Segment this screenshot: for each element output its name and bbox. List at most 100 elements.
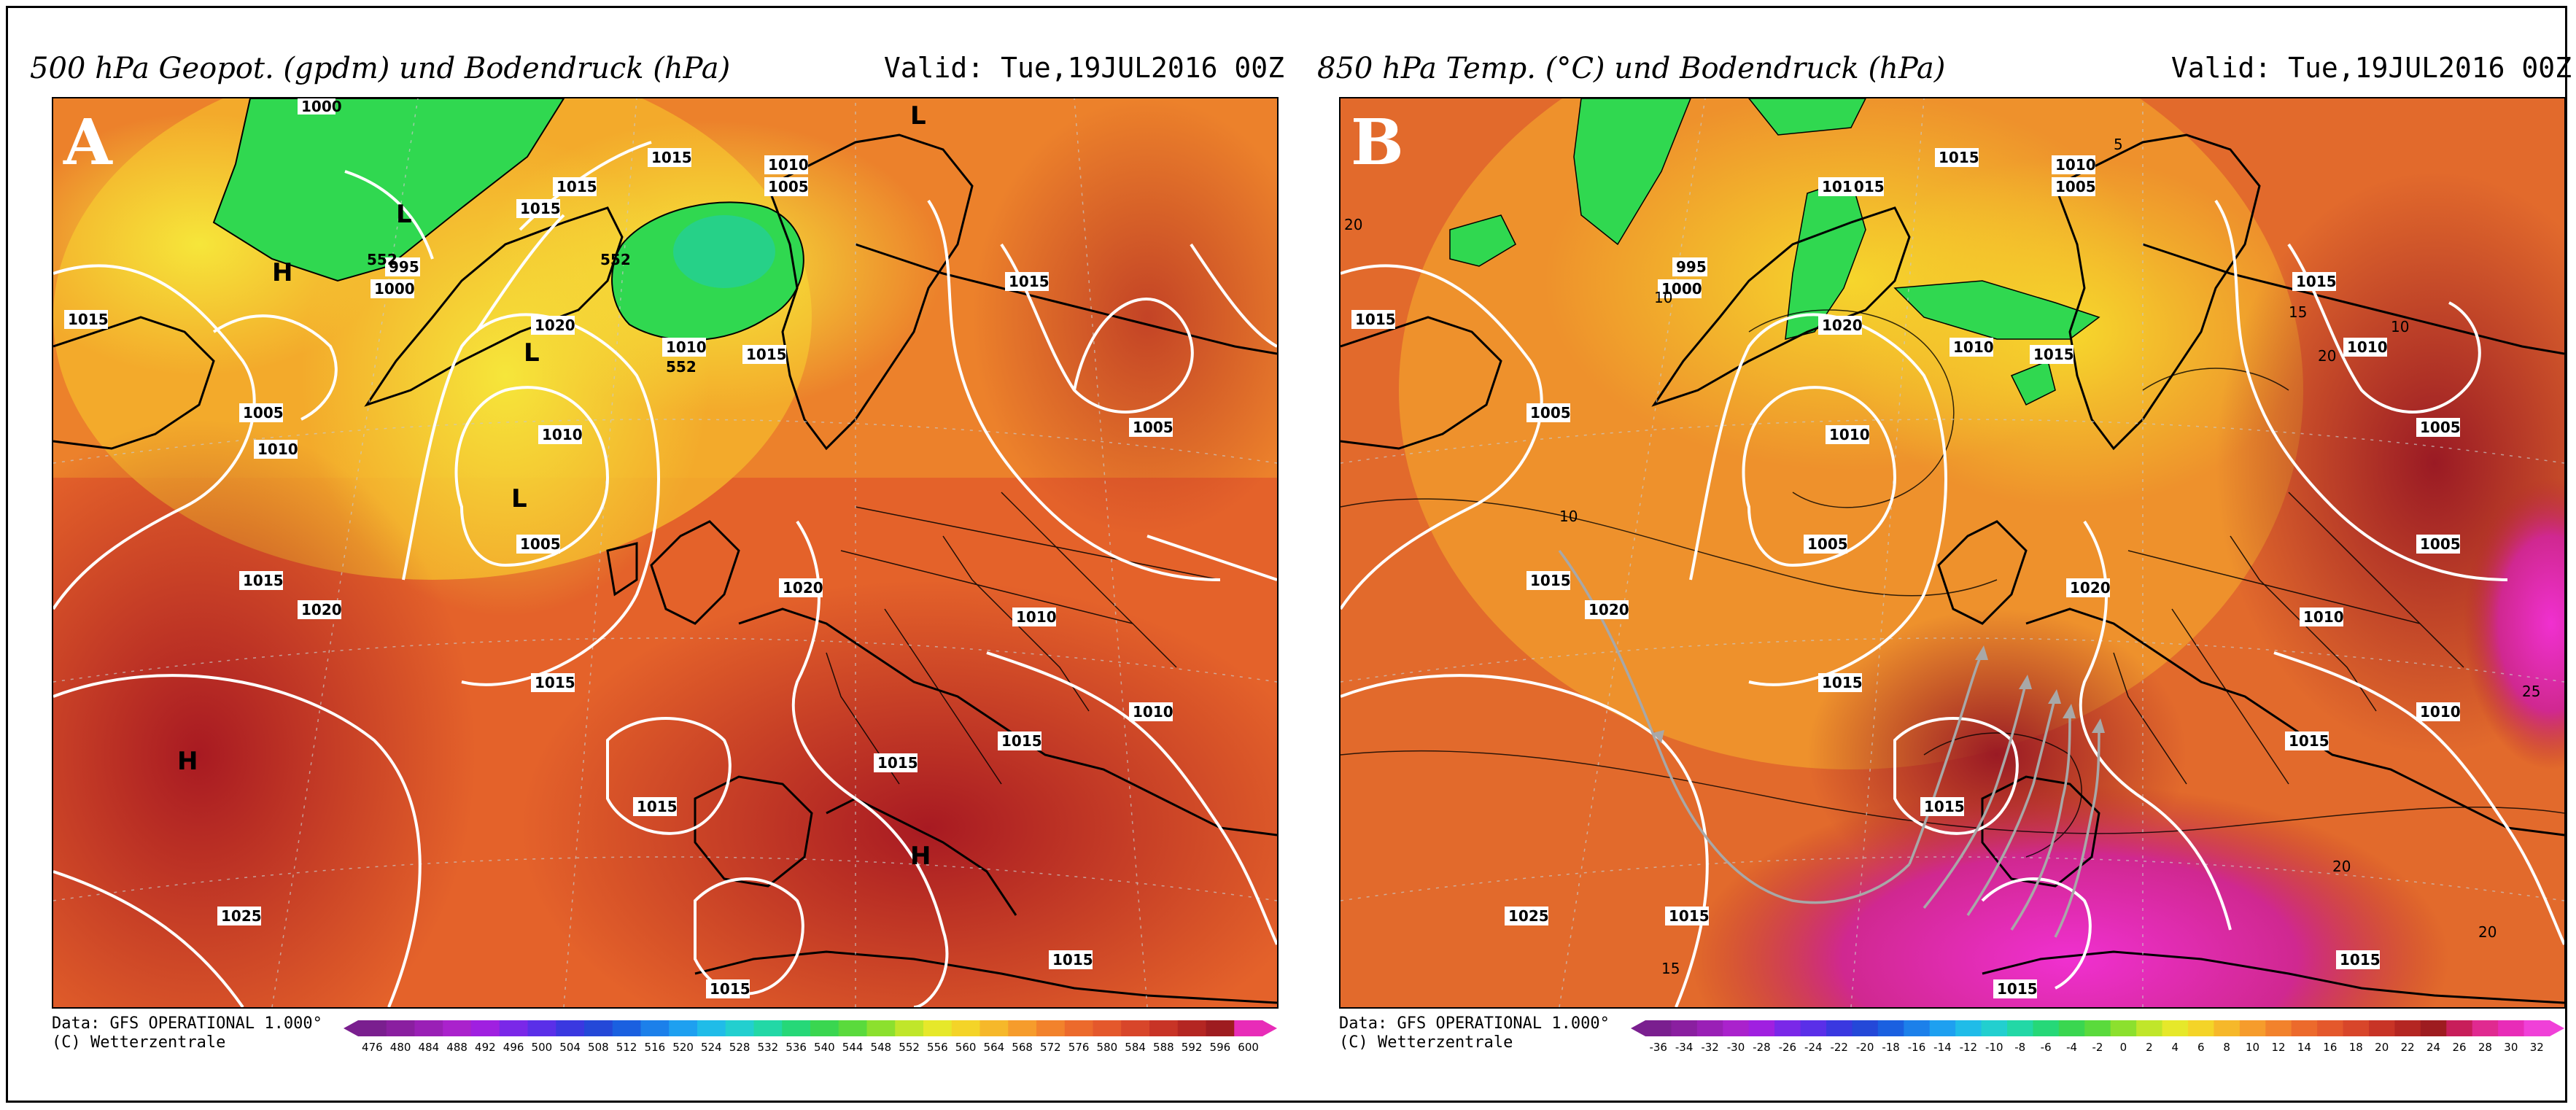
colorbar-swatch	[2446, 1020, 2473, 1036]
colorbar-swatch	[2162, 1020, 2189, 1036]
pressure-label: 1020	[1585, 600, 1629, 619]
colorbar-swatch	[1671, 1020, 1698, 1036]
colorbar-swatch	[1955, 1020, 1982, 1036]
arrow-head	[2063, 704, 2076, 718]
colorbar-swatch	[951, 1020, 980, 1036]
svg-text:1015: 1015	[1052, 951, 1093, 969]
colorbar-tick-label: 592	[1182, 1041, 1203, 1054]
colorbar-swatch	[669, 1020, 698, 1036]
colorbar-swatch	[1800, 1020, 1827, 1036]
colorbar-tick-label: 484	[419, 1041, 440, 1054]
panel-b-coastlines	[1341, 133, 2564, 1004]
svg-text:1020: 1020	[535, 317, 575, 334]
colorbar-swatch	[753, 1020, 783, 1036]
svg-text:1000: 1000	[374, 280, 415, 298]
colorbar-tick-label: 0	[2120, 1041, 2127, 1054]
colorbar-swatch	[923, 1020, 953, 1036]
svg-text:1015: 1015	[535, 674, 575, 691]
colorbar-tick-label: 560	[955, 1041, 977, 1054]
pressure-label: 1015	[1993, 979, 2038, 998]
svg-text:1025: 1025	[221, 907, 262, 925]
colorbar-swatch	[782, 1020, 811, 1036]
pressure-label: 1020	[1818, 316, 1863, 335]
colorbar-swatch	[810, 1020, 839, 1036]
colorbar-tick-label: 520	[672, 1041, 694, 1054]
pressure-label: 1010	[538, 425, 583, 444]
colorbar-swatch	[1149, 1020, 1179, 1036]
pressure-label: 995	[385, 257, 420, 276]
svg-text:1020: 1020	[1822, 317, 1863, 334]
arrow-head	[2019, 675, 2032, 689]
svg-text:1015: 1015	[1822, 674, 1863, 691]
colorbar-swatch	[2291, 1020, 2318, 1036]
isotherm-label: 5	[2114, 136, 2123, 153]
copyright-line: (C) Wetterzentrale	[1339, 1033, 1513, 1052]
isotherm-label: 10	[1654, 289, 1672, 306]
pressure-label: 1015	[1351, 310, 1396, 329]
panel-a-valid-time: Valid: Tue,19JUL2016 00Z	[883, 52, 1284, 84]
arrow-head	[2048, 689, 2061, 704]
colorbar-swatch	[2136, 1020, 2163, 1036]
colorbar-extend-high	[2550, 1020, 2564, 1036]
geopotential-label: 552	[367, 251, 397, 268]
low-center: L	[524, 338, 540, 368]
colorbar-swatch	[2472, 1020, 2499, 1036]
pressure-label: 1010	[662, 338, 707, 357]
panel-a-graticule	[53, 98, 1277, 1007]
svg-text:1015: 1015	[2289, 732, 2329, 750]
pressure-label: 1010	[1950, 338, 1994, 357]
colorbar-tick-label: 492	[475, 1041, 496, 1054]
colorbar-extend-low	[344, 1020, 358, 1036]
pressure-label: 1005	[2416, 535, 2461, 554]
svg-text:1015: 1015	[651, 149, 692, 166]
svg-text:1000: 1000	[1661, 280, 1702, 298]
colorbar-tick-label: 596	[1210, 1041, 1231, 1054]
pressure-label: 1005	[764, 177, 809, 196]
panel-b-cold-patch	[1573, 98, 1691, 246]
colorbar-tick-label: 584	[1125, 1041, 1146, 1054]
panel-a-title: 500 hPa Geopot. (gpdm) und Bodendruck (h…	[30, 37, 1284, 91]
colorbar-tick-label: -32	[1701, 1041, 1719, 1054]
colorbar-tick-label: 524	[701, 1041, 722, 1054]
svg-text:1010: 1010	[666, 338, 707, 356]
panel-a-trough-west	[212, 98, 565, 282]
isotherm-label: 20	[1344, 216, 1362, 233]
panel-a-letter: A	[63, 106, 112, 179]
panel-a-coastlines	[53, 133, 1277, 1004]
colorbar-swatch	[866, 1020, 896, 1036]
pressure-label: 1005	[1526, 403, 1571, 422]
isotherm-label: 10	[2391, 318, 2409, 335]
pressure-label: 1015	[998, 731, 1042, 750]
svg-text:1015: 1015	[710, 980, 750, 998]
svg-text:1015: 1015	[2033, 346, 2074, 363]
colorbar-tick-label: 540	[814, 1041, 835, 1054]
isotherm-label: 20	[2332, 858, 2351, 875]
panel-b-graticule	[1341, 98, 2564, 1007]
svg-text:1005: 1005	[2420, 535, 2461, 553]
panel-b-flow-arrows	[1558, 549, 2100, 938]
pressure-label: 101	[1818, 177, 1853, 196]
pressure-label: 1010	[1129, 702, 1173, 721]
colorbar-swatch	[1645, 1020, 1672, 1036]
colorbar-tick-label: 10	[2246, 1041, 2259, 1054]
panel-a-isobars	[53, 141, 1277, 1007]
colorbar-swatch	[499, 1020, 528, 1036]
colorbar-swatch	[1774, 1020, 1801, 1036]
svg-text:1010: 1010	[542, 426, 583, 443]
pressure-label: 1010	[2052, 155, 2096, 174]
colorbar-swatch	[725, 1020, 754, 1036]
svg-text:1010: 1010	[2347, 338, 2388, 356]
colorbar-tick-label: -12	[1960, 1041, 1978, 1054]
pressure-label: 1010	[2343, 338, 2388, 357]
pressure-label: 1015	[706, 979, 750, 998]
panel-b-east-hot	[2464, 478, 2564, 769]
colorbar-tick-label: 8	[2223, 1041, 2230, 1054]
colorbar-swatch	[2084, 1020, 2111, 1036]
copyright-line: (C) Wetterzentrale	[52, 1033, 226, 1052]
colorbar-tick-label: 2	[2146, 1041, 2153, 1054]
colorbar-swatch	[2394, 1020, 2421, 1036]
pressure-label: 1015	[516, 199, 561, 218]
svg-text:1015: 1015	[637, 798, 678, 815]
pressure-label: 1010	[1012, 608, 1057, 626]
colorbar-tick-label: 4	[2172, 1041, 2179, 1054]
